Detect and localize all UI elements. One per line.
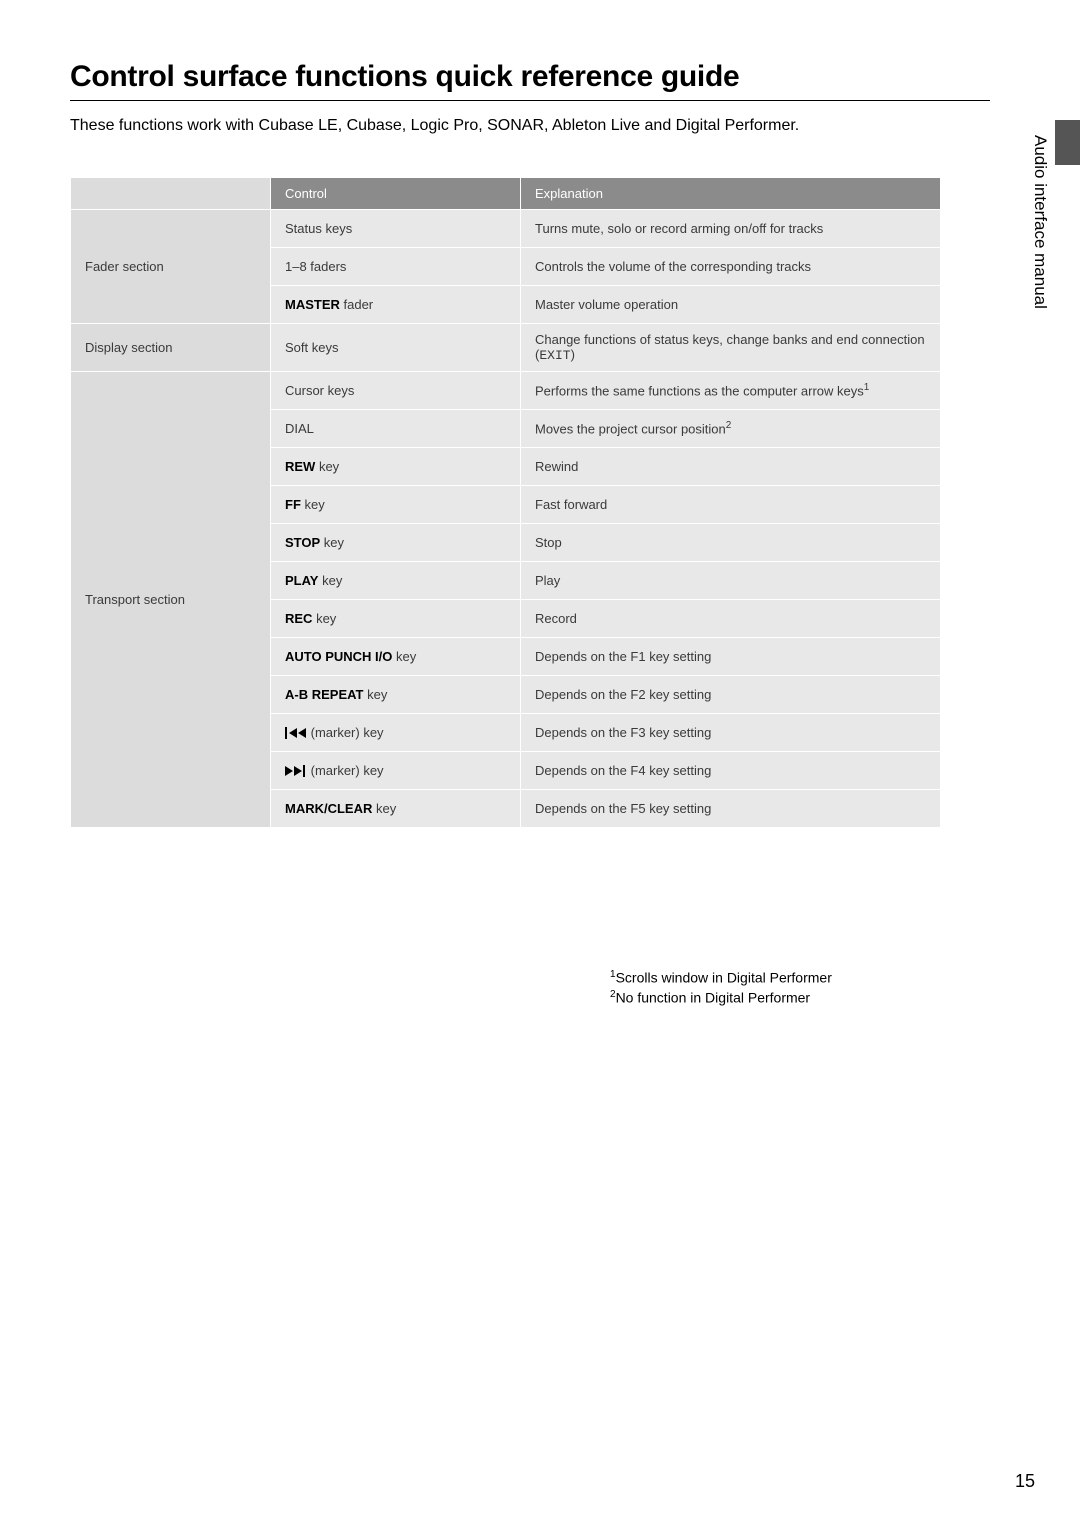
control-cell: FF key — [271, 485, 521, 523]
header-explanation: Explanation — [521, 177, 941, 209]
side-tab-marker — [1055, 120, 1080, 165]
section-cell: Fader section — [71, 209, 271, 323]
explanation-cell: Change functions of status keys, change … — [521, 323, 941, 371]
control-cell: Cursor keys — [271, 371, 521, 409]
explanation-cell: Depends on the F2 key setting — [521, 675, 941, 713]
explanation-cell: Rewind — [521, 447, 941, 485]
explanation-cell: Depends on the F4 key setting — [521, 751, 941, 789]
table-row: Display sectionSoft keysChange functions… — [71, 323, 941, 371]
control-cell: Status keys — [271, 209, 521, 247]
control-cell: PLAY key — [271, 561, 521, 599]
explanation-cell: Stop — [521, 523, 941, 561]
header-blank — [71, 177, 271, 209]
header-control: Control — [271, 177, 521, 209]
control-cell: 1–8 faders — [271, 247, 521, 285]
explanation-cell: Performs the same functions as the compu… — [521, 371, 941, 409]
control-cell: Soft keys — [271, 323, 521, 371]
table-row: Fader sectionStatus keysTurns mute, solo… — [71, 209, 941, 247]
control-cell: DIAL — [271, 409, 521, 447]
explanation-cell: Controls the volume of the corresponding… — [521, 247, 941, 285]
footnotes: 1Scrolls window in Digital Performer2No … — [610, 968, 990, 1009]
control-cell: REC key — [271, 599, 521, 637]
table-row: Transport sectionCursor keysPerforms the… — [71, 371, 941, 409]
explanation-cell: Turns mute, solo or record arming on/off… — [521, 209, 941, 247]
page-title: Control surface functions quick referenc… — [70, 60, 990, 94]
control-cell: MARK/CLEAR key — [271, 789, 521, 827]
explanation-cell: Depends on the F1 key setting — [521, 637, 941, 675]
control-cell: A-B REPEAT key — [271, 675, 521, 713]
table-header-row: Control Explanation — [71, 177, 941, 209]
explanation-cell: Play — [521, 561, 941, 599]
footnote: 2No function in Digital Performer — [610, 988, 990, 1008]
control-cell: REW key — [271, 447, 521, 485]
intro-text: These functions work with Cubase LE, Cub… — [70, 115, 890, 137]
skip-forward-icon — [285, 765, 307, 777]
reference-table: Control Explanation Fader sectionStatus … — [70, 177, 941, 828]
skip-back-icon — [285, 727, 307, 739]
page-number: 15 — [1015, 1471, 1035, 1492]
control-cell: AUTO PUNCH I/O key — [271, 637, 521, 675]
explanation-cell: Depends on the F5 key setting — [521, 789, 941, 827]
title-rule — [70, 100, 990, 101]
footnote: 1Scrolls window in Digital Performer — [610, 968, 990, 988]
explanation-cell: Depends on the F3 key setting — [521, 713, 941, 751]
explanation-cell: Fast forward — [521, 485, 941, 523]
explanation-cell: Master volume operation — [521, 285, 941, 323]
control-cell: (marker) key — [271, 751, 521, 789]
explanation-cell: Record — [521, 599, 941, 637]
explanation-cell: Moves the project cursor position2 — [521, 409, 941, 447]
control-cell: STOP key — [271, 523, 521, 561]
section-cell: Display section — [71, 323, 271, 371]
side-section-label: Audio interface manual — [1030, 135, 1050, 309]
control-cell: MASTER fader — [271, 285, 521, 323]
section-cell: Transport section — [71, 371, 271, 827]
control-cell: (marker) key — [271, 713, 521, 751]
